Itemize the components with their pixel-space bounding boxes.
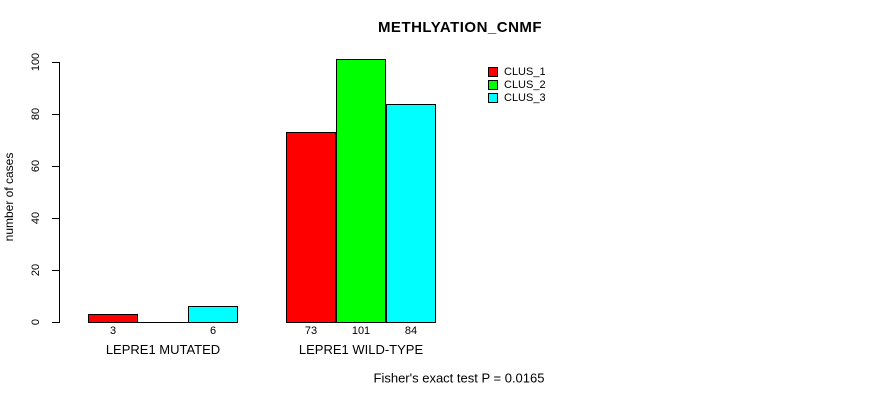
annotation-text: Fisher's exact test P = 0.0165 — [373, 370, 545, 386]
bar-value-label: 101 — [351, 325, 371, 337]
y-tick-label: 0 — [30, 318, 42, 326]
bar-value-label: 6 — [209, 325, 217, 337]
chart-title: METHLYATION_CNMF — [377, 19, 543, 36]
x-category-label: LEPRE1 MUTATED — [105, 342, 221, 357]
legend-item-clus_1: CLUS_1 — [488, 65, 546, 78]
x-category-label: LEPRE1 WILD-TYPE — [298, 342, 424, 357]
y-axis-tick — [52, 270, 59, 271]
legend-label: CLUS_3 — [504, 91, 546, 104]
y-tick-label: 40 — [30, 211, 42, 225]
legend: CLUS_1 CLUS_2 CLUS_3 — [488, 65, 546, 104]
legend-item-clus_3: CLUS_3 — [488, 91, 546, 104]
y-axis-line — [59, 62, 60, 323]
bar-value-label: 3 — [109, 325, 117, 337]
y-axis-tick — [52, 166, 59, 167]
y-tick-label: 100 — [30, 52, 42, 72]
bar-value-label: 73 — [304, 325, 318, 337]
bar-clus_3 — [188, 306, 238, 323]
legend-item-clus_2: CLUS_2 — [488, 78, 546, 91]
y-tick-label: 60 — [30, 159, 42, 173]
legend-swatch-clus_3 — [488, 92, 498, 103]
bar-clus_2 — [336, 59, 386, 323]
legend-label: CLUS_1 — [504, 65, 546, 78]
y-axis-tick — [52, 114, 59, 115]
group-baseline — [88, 322, 238, 323]
y-axis-tick — [52, 62, 59, 63]
bar-clus_1 — [286, 132, 336, 323]
bar-value-label: 84 — [404, 325, 418, 337]
bar-clus_3 — [386, 104, 436, 323]
legend-swatch-clus_1 — [488, 66, 498, 77]
y-axis-tick — [52, 322, 59, 323]
legend-swatch-clus_2 — [488, 79, 498, 90]
legend-label: CLUS_2 — [504, 78, 546, 91]
y-tick-label: 20 — [30, 263, 42, 277]
y-axis-tick — [52, 218, 59, 219]
y-tick-label: 80 — [30, 107, 42, 121]
bar-clus_1 — [88, 314, 138, 323]
